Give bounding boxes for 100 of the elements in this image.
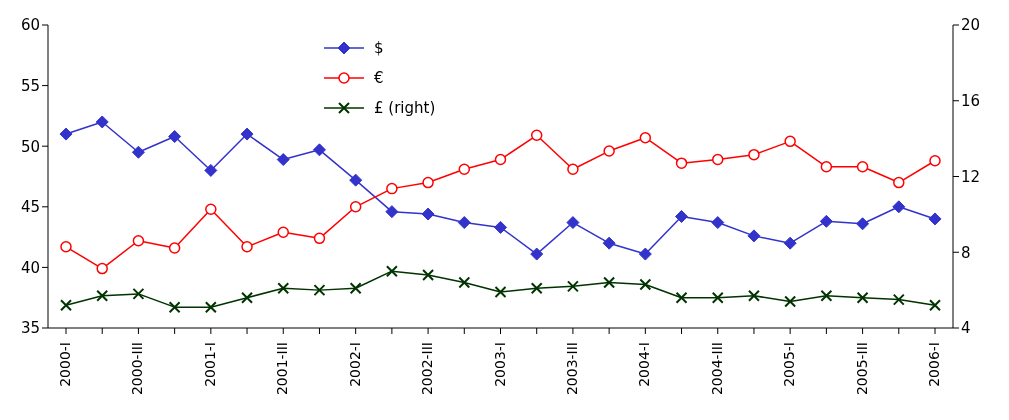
point xyxy=(349,201,362,213)
point xyxy=(277,282,290,295)
point xyxy=(819,214,833,228)
point xyxy=(783,236,797,250)
x-tick-label: 2004-III xyxy=(708,342,725,396)
x-tick-label: 2005-III xyxy=(853,342,870,396)
point xyxy=(95,115,109,129)
point xyxy=(241,291,254,304)
x-tick-label: 2000-III xyxy=(129,342,146,396)
x-tick-label: 2001-III xyxy=(274,342,291,396)
point xyxy=(277,226,289,238)
x-tick-label: 2004-I xyxy=(636,342,653,387)
x-tick-label: 2006-I xyxy=(926,342,942,387)
point xyxy=(422,268,435,281)
x-tick-label: 2005-I xyxy=(781,342,798,387)
point xyxy=(928,212,942,226)
y2-tick-label: 12 xyxy=(961,167,981,186)
point xyxy=(530,282,543,295)
y2-tick-label: 8 xyxy=(961,243,971,262)
point xyxy=(168,301,181,314)
point xyxy=(784,295,797,308)
point xyxy=(240,127,254,141)
point xyxy=(313,232,326,245)
y-tick-label: 45 xyxy=(20,198,40,217)
y2-tick-label: 4 xyxy=(961,319,971,338)
point xyxy=(96,262,108,275)
point xyxy=(675,291,688,304)
legend-label: $ xyxy=(374,38,384,57)
y-tick-label: 55 xyxy=(20,76,40,95)
point xyxy=(494,220,507,234)
point xyxy=(566,216,580,230)
point xyxy=(494,286,507,299)
point xyxy=(892,293,905,306)
point xyxy=(675,157,688,169)
point xyxy=(530,247,544,261)
x-tick-label: 2002-III xyxy=(419,342,436,396)
point xyxy=(349,173,363,187)
point xyxy=(276,153,290,167)
point xyxy=(929,154,941,167)
point xyxy=(711,216,725,230)
point xyxy=(60,299,72,312)
point xyxy=(131,145,145,159)
point xyxy=(312,143,326,157)
point xyxy=(747,289,760,302)
legend-label: € xyxy=(374,68,384,87)
point xyxy=(132,234,145,247)
point xyxy=(205,203,217,215)
point xyxy=(386,182,398,195)
point xyxy=(567,163,579,175)
point xyxy=(747,229,761,243)
y-tick-label: 60 xyxy=(20,16,40,35)
point xyxy=(820,289,833,302)
point xyxy=(603,276,616,289)
point xyxy=(639,131,652,144)
point xyxy=(639,278,652,291)
point xyxy=(856,217,870,231)
y-tick-label: 50 xyxy=(20,137,40,156)
point xyxy=(712,153,724,166)
point xyxy=(60,241,72,253)
y2-tick-label: 20 xyxy=(961,16,981,35)
point xyxy=(856,291,869,304)
point xyxy=(675,210,689,223)
point xyxy=(530,129,543,142)
point xyxy=(711,291,724,304)
point xyxy=(385,265,398,278)
x-tick-label: 2003-I xyxy=(491,342,508,387)
x-tick-label: 2000-I xyxy=(57,342,73,387)
point xyxy=(168,130,182,143)
point xyxy=(494,153,507,166)
point xyxy=(638,247,652,261)
x-tick-label: 2002-I xyxy=(346,342,363,387)
point xyxy=(385,205,399,219)
point xyxy=(457,216,471,230)
y-tick-label: 35 xyxy=(20,319,40,338)
point xyxy=(458,276,471,289)
point xyxy=(566,280,579,293)
point xyxy=(313,284,326,297)
point xyxy=(241,241,253,253)
point xyxy=(349,282,362,295)
point xyxy=(892,200,906,214)
point xyxy=(96,289,109,302)
x-tick-label: 2003-III xyxy=(563,342,580,396)
point xyxy=(204,163,218,177)
point xyxy=(820,161,833,173)
point xyxy=(929,299,941,312)
point xyxy=(132,287,145,300)
y-tick-label: 40 xyxy=(20,258,40,277)
point xyxy=(748,148,760,161)
point xyxy=(204,301,217,314)
point xyxy=(458,163,471,175)
point xyxy=(893,176,905,189)
legend-label: £ (right) xyxy=(374,98,436,117)
point xyxy=(856,161,869,173)
point xyxy=(421,207,435,221)
point xyxy=(168,242,181,254)
point xyxy=(602,236,616,250)
x-tick-label: 2001-I xyxy=(201,342,218,387)
point xyxy=(784,135,796,148)
point xyxy=(59,127,73,141)
point xyxy=(603,145,615,157)
